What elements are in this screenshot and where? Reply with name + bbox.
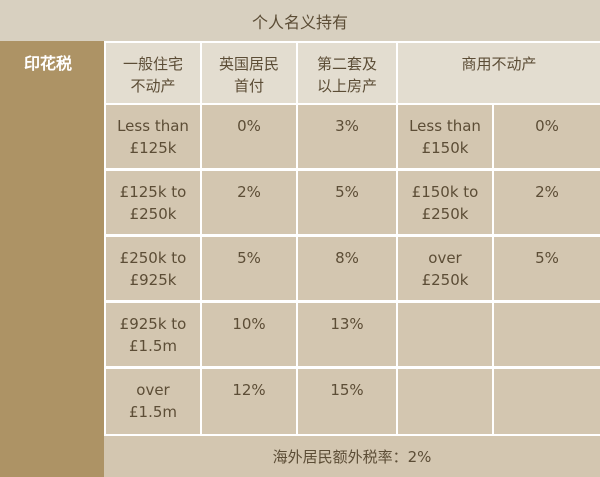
table-cell: 0% (494, 105, 600, 168)
side-label: 印花税 (24, 54, 73, 73)
table-title: 个人名义持有 (0, 0, 600, 41)
table-cell: 12% (202, 369, 296, 434)
table-cell: 5% (202, 237, 296, 300)
table-cell: 0% (202, 105, 296, 168)
table-cell: 8% (298, 237, 396, 300)
side-panel (0, 41, 104, 477)
header-residential: 一般住宅 不动产 (106, 43, 200, 103)
header-commercial: 商用不动产 (398, 43, 600, 103)
table-cell (494, 369, 600, 434)
table-cell (398, 303, 492, 366)
table-cell (398, 369, 492, 434)
table-cell: 5% (298, 171, 396, 234)
table-cell: Less than £125k (106, 105, 200, 168)
table-cell: 2% (494, 171, 600, 234)
header-second-home: 第二套及 以上房产 (298, 43, 396, 103)
table-cell: £125k to £250k (106, 171, 200, 234)
table-cell: 10% (202, 303, 296, 366)
table-cell: 5% (494, 237, 600, 300)
footer-note: 海外居民额外税率：2% (104, 436, 600, 477)
table-cell: 13% (298, 303, 396, 366)
table-cell: 3% (298, 105, 396, 168)
table-cell: £250k to £925k (106, 237, 200, 300)
table-cell: over £1.5m (106, 369, 200, 434)
header-first-time: 英国居民 首付 (202, 43, 296, 103)
table-cell: £925k to £1.5m (106, 303, 200, 366)
table-cell: 2% (202, 171, 296, 234)
table-cell: £150k to £250k (398, 171, 492, 234)
table-cell (494, 303, 600, 366)
table-cell: 15% (298, 369, 396, 434)
table-cell: Less than £150k (398, 105, 492, 168)
table-cell: over £250k (398, 237, 492, 300)
